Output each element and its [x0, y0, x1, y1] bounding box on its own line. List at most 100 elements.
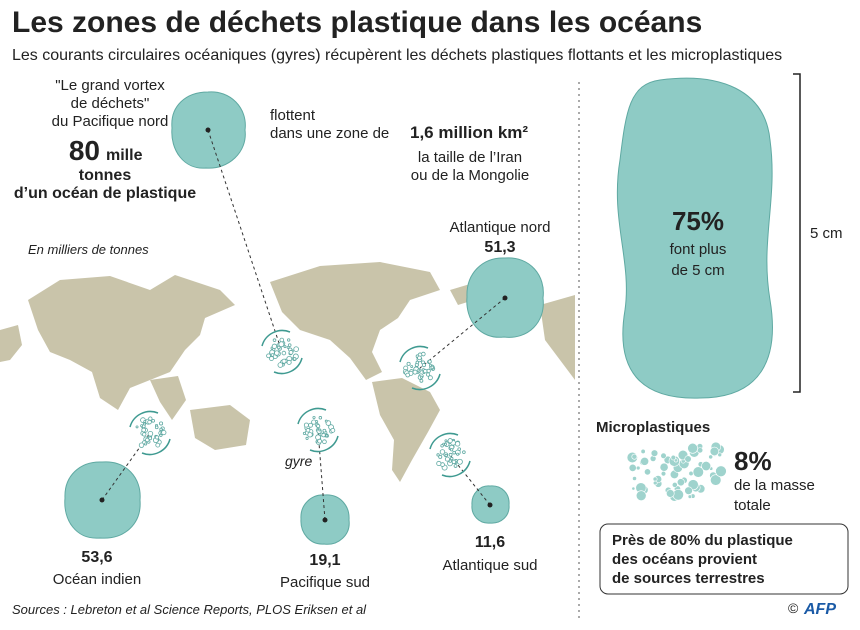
zone-name: Pacifique sud [280, 574, 370, 591]
microplastic-dot [660, 470, 667, 477]
gyre-particle [406, 361, 411, 366]
gyre-particle [138, 442, 145, 448]
zone-name: Océan indien [53, 571, 141, 588]
gyre-particle [266, 353, 271, 359]
gyre-particle [147, 419, 152, 425]
gyre-particle [283, 345, 287, 349]
microplastic-dot [687, 494, 693, 499]
gyre [129, 410, 171, 456]
gyre-particle [318, 416, 323, 420]
gyre-particle [307, 432, 313, 438]
microplastic-dot [635, 465, 641, 471]
gyre-particle [462, 450, 466, 454]
gyre-particle [148, 416, 153, 421]
gyre-particle [448, 459, 452, 463]
microplastic-dot [628, 463, 637, 472]
microplastic-dot [640, 448, 646, 454]
microplastic-dot [652, 476, 658, 482]
gyre-particle [456, 458, 463, 465]
gyre-particle [277, 362, 284, 368]
title: Les zones de déchets plastique dans les … [12, 6, 702, 39]
gyre-particle [302, 431, 307, 436]
gyre-particle [288, 350, 294, 355]
microplastic-dot [688, 470, 694, 477]
gyre-particle [318, 428, 322, 432]
large-text: de 5 cm [671, 262, 724, 279]
gyre-particle [415, 360, 419, 365]
gyre-particle [457, 447, 462, 451]
gyre-particle [161, 429, 167, 436]
note-text: de sources terrestres [612, 570, 765, 587]
microplastic-dot [710, 474, 722, 486]
gyre-particle [274, 350, 280, 356]
gyre-particle [155, 442, 161, 448]
gyre-particle [316, 424, 321, 429]
gyre-particle [142, 432, 147, 437]
micro-title: Microplastiques [596, 419, 710, 436]
gyre-particle [272, 338, 277, 342]
microplastic-dot [708, 454, 714, 460]
gyre-particle [440, 444, 444, 448]
microplastic-dot [644, 468, 651, 476]
gyre-arrow [129, 410, 159, 428]
gyre-particle [141, 424, 146, 429]
gyre-arrow [297, 407, 327, 425]
gyre-particle [308, 422, 313, 428]
gyre-particle [417, 355, 422, 361]
gyre-particle [426, 368, 431, 374]
gyre-particle [330, 427, 336, 433]
gyre [429, 432, 471, 478]
scale-bracket [793, 73, 801, 393]
gyre-particle [279, 337, 285, 343]
gyre-particle [447, 438, 453, 444]
microplastic-dot [660, 452, 667, 459]
gyre-particle [444, 453, 448, 458]
microplastic-dot [632, 476, 637, 481]
area-text: flottent [270, 107, 316, 124]
gyre-particle [324, 419, 328, 423]
microplastic-dot [650, 449, 659, 457]
pacific-north-unit: mille [106, 147, 143, 164]
microplastic-dot [631, 453, 638, 460]
microplastic-dot [672, 489, 684, 501]
gyre-particle [277, 345, 281, 350]
gyre-particle [428, 363, 432, 367]
area-text: ou de la Mongolie [411, 167, 529, 184]
unit-note: En milliers de tonnes [28, 242, 149, 257]
microplastic-dot [671, 481, 678, 488]
gyre-arrow [273, 357, 303, 375]
gyre-particle [444, 456, 450, 462]
gyre-particle [305, 427, 311, 433]
pacific-north-name: du Pacifique nord [52, 113, 169, 130]
gyre-particle [281, 350, 287, 356]
gyre-particle [312, 415, 316, 420]
gyre-particle [439, 449, 446, 455]
pacific-north-value: 80 [69, 135, 100, 166]
gyre-particle [143, 420, 147, 423]
gyre-particle [303, 422, 309, 428]
area-text: dans une zone de [270, 125, 389, 142]
pacific-north-unit: tonnes [79, 167, 132, 184]
gyre-particle [293, 346, 299, 352]
gyre-particle [421, 363, 426, 368]
microplastic-dot [652, 480, 658, 486]
gyre-particle [322, 439, 327, 445]
blob-large-debris [616, 77, 773, 399]
gyre-particle [438, 454, 443, 459]
gyre [399, 345, 441, 391]
zone-value: 11,6 [475, 534, 505, 551]
gyre-particle [292, 357, 297, 361]
gyre-particle [417, 368, 421, 372]
gyre-particle [444, 439, 448, 443]
pacific-north-name: "Le grand vortex [55, 77, 165, 94]
microplastic-dot [684, 486, 693, 495]
gyre-particle [454, 441, 461, 447]
microplastic-dots [626, 441, 727, 502]
gyre-particle [321, 432, 326, 438]
zone-value: 51,3 [484, 239, 515, 256]
zone-value: 19,1 [309, 552, 340, 569]
copyright: © [788, 600, 799, 616]
gyre-particle [271, 343, 278, 349]
gyre-particle [145, 437, 150, 443]
